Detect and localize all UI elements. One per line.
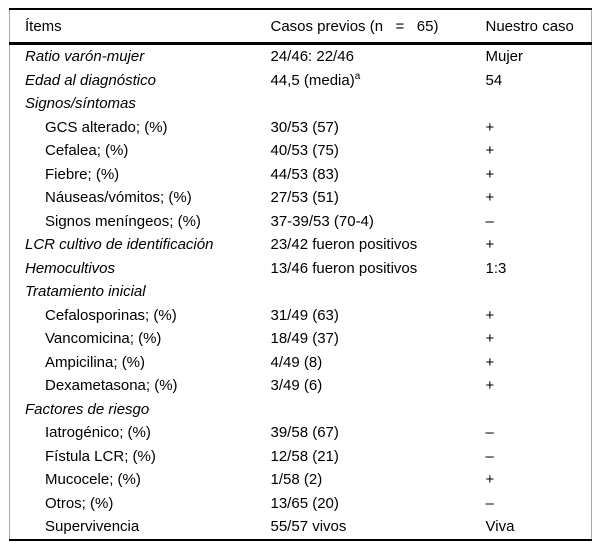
nuestro-caso-value: + — [485, 236, 495, 254]
nuestro-caso-value: + — [485, 165, 495, 183]
table-row: Ratio varón-mujer 24/46: 22/46 Mujer — [10, 44, 592, 69]
casos-previos-value: 24/46: 22/46 — [270, 48, 354, 66]
casos-previos-value: 44/53 (83) — [270, 165, 339, 183]
nuestro-caso-value: + — [485, 471, 495, 489]
casos-previos-value: 44,5 (media)a — [270, 70, 361, 89]
table-row: Náuseas/vómitos; (%) 27/53 (51) + — [10, 186, 592, 210]
col-header-nuestro-caso: Nuestro caso — [485, 9, 592, 45]
item-label: Fiebre; (%) — [45, 165, 120, 183]
item-label: Hemocultivos — [25, 259, 116, 277]
item-label: Náuseas/vómitos; (%) — [45, 189, 192, 207]
item-label: Cefalea; (%) — [45, 142, 129, 160]
nuestro-caso-value: 1:3 — [485, 259, 507, 277]
casos-previos-value — [271, 398, 486, 422]
table-row: Dexametasona; (%) 3/49 (6) + — [10, 374, 592, 398]
nuestro-caso-value: – — [485, 424, 494, 442]
nuestro-caso-value: – — [485, 212, 494, 230]
nuestro-caso-value: 54 — [485, 71, 503, 89]
nuestro-caso-value: Viva — [485, 518, 515, 536]
casos-previos-value: 13/46 fueron positivos — [270, 259, 418, 277]
comparison-table: Ítems Casos previos (n = 65) Nuestro cas… — [9, 8, 592, 541]
item-label: Otros; (%) — [45, 494, 114, 512]
casos-previos-value: 37-39/53 (70-4) — [270, 212, 374, 230]
table-row: Signos meníngeos; (%) 37-39/53 (70-4) – — [10, 210, 592, 234]
nuestro-caso-value: – — [485, 447, 494, 465]
casos-previos-value: 18/49 (37) — [270, 330, 339, 348]
item-label: Signos meníngeos; (%) — [45, 212, 201, 230]
table-row: Supervivencia 55/57 vivos Viva — [10, 515, 592, 540]
casos-previos-value: 4/49 (8) — [270, 353, 323, 371]
table-row: GCS alterado; (%) 30/53 (57) + — [10, 116, 592, 140]
nuestro-caso-value: + — [485, 377, 495, 395]
header-row: Ítems Casos previos (n = 65) Nuestro cas… — [9, 9, 592, 45]
table-row: LCR cultivo de identificación 23/42 fuero… — [10, 233, 592, 257]
table-row: Hemocultivos 13/46 fueron positivos 1:3 — [10, 257, 592, 281]
casos-previos-value: 55/57 vivos — [270, 518, 347, 536]
item-label: Vancomicina; (%) — [45, 330, 162, 348]
casos-previos-value: 23/42 fueron positivos — [270, 236, 418, 254]
casos-previos-value: 39/58 (67) — [270, 424, 339, 442]
item-label: Tratamiento inicial — [25, 283, 146, 301]
nuestro-caso-value: + — [485, 330, 495, 348]
table-row: Mucocele; (%) 1/58 (2) + — [10, 468, 592, 492]
table-body: Ratio varón-mujer 24/46: 22/46 Mujer Edad a… — [10, 44, 592, 540]
table-row: Ampicilina; (%) 4/49 (8) + — [10, 351, 592, 375]
casos-previos-value: 13/65 (20) — [270, 494, 339, 512]
casos-previos-value: 12/58 (21) — [270, 447, 339, 465]
table-row: Cefalosporinas; (%) 31/49 (63) + — [10, 304, 592, 328]
nuestro-caso-value — [486, 398, 592, 422]
casos-previos-value: 1/58 (2) — [270, 471, 323, 489]
table-row: Edad al diagnóstico 44,5 (media)a 54 — [10, 69, 592, 93]
table-row: Tratamiento inicial — [10, 280, 592, 304]
item-label: LCR cultivo de identificación — [25, 236, 214, 254]
casos-previos-value: 27/53 (51) — [270, 189, 339, 207]
item-label: GCS alterado; (%) — [45, 118, 168, 136]
table-row: Cefalea; (%) 40/53 (75) + — [10, 139, 592, 163]
nuestro-caso-value: Mujer — [485, 48, 524, 66]
casos-previos-value — [271, 280, 486, 304]
casos-previos-value: 30/53 (57) — [270, 118, 339, 136]
nuestro-caso-value: + — [485, 353, 495, 371]
item-label: Dexametasona; (%) — [45, 377, 178, 395]
nuestro-caso-value: + — [485, 306, 495, 324]
item-label: Supervivencia — [45, 518, 140, 536]
item-label: Factores de riesgo — [25, 400, 150, 418]
item-label: Ratio varón-mujer — [25, 48, 145, 66]
item-label: Cefalosporinas; (%) — [45, 306, 177, 324]
nuestro-caso-value: + — [485, 142, 495, 160]
item-label: Mucocele; (%) — [45, 471, 141, 489]
casos-previos-value: 31/49 (63) — [270, 306, 339, 324]
col-header-items: Ítems — [9, 9, 271, 45]
table-row: Fístula LCR; (%) 12/58 (21) – — [10, 445, 592, 469]
item-label: Iatrogénico; (%) — [45, 424, 151, 442]
table-row: Signos/síntomas — [10, 92, 592, 116]
casos-previos-value: 3/49 (6) — [270, 377, 323, 395]
table-row: Vancomicina; (%) 18/49 (37) + — [10, 327, 592, 351]
footnote-marker: a — [354, 70, 361, 82]
nuestro-caso-value: + — [485, 189, 495, 207]
table-row: Otros; (%) 13/65 (20) – — [10, 492, 592, 516]
nuestro-caso-value — [486, 280, 592, 304]
table-row: Iatrogénico; (%) 39/58 (67) – — [10, 421, 592, 445]
casos-previos-value: 40/53 (75) — [270, 142, 339, 160]
item-label: Signos/síntomas — [25, 95, 136, 113]
casos-previos-value — [271, 92, 486, 116]
item-label: Fístula LCR; (%) — [45, 447, 156, 465]
item-label: Edad al diagnóstico — [25, 71, 156, 89]
nuestro-caso-value: + — [485, 118, 495, 136]
table-row: Factores de riesgo — [10, 398, 592, 422]
col-header-casos-previos: Casos previos (n = 65) — [270, 9, 486, 45]
nuestro-caso-value: – — [485, 494, 494, 512]
nuestro-caso-value — [486, 92, 592, 116]
item-label: Ampicilina; (%) — [45, 353, 146, 371]
table-row: Fiebre; (%) 44/53 (83) + — [10, 163, 592, 187]
